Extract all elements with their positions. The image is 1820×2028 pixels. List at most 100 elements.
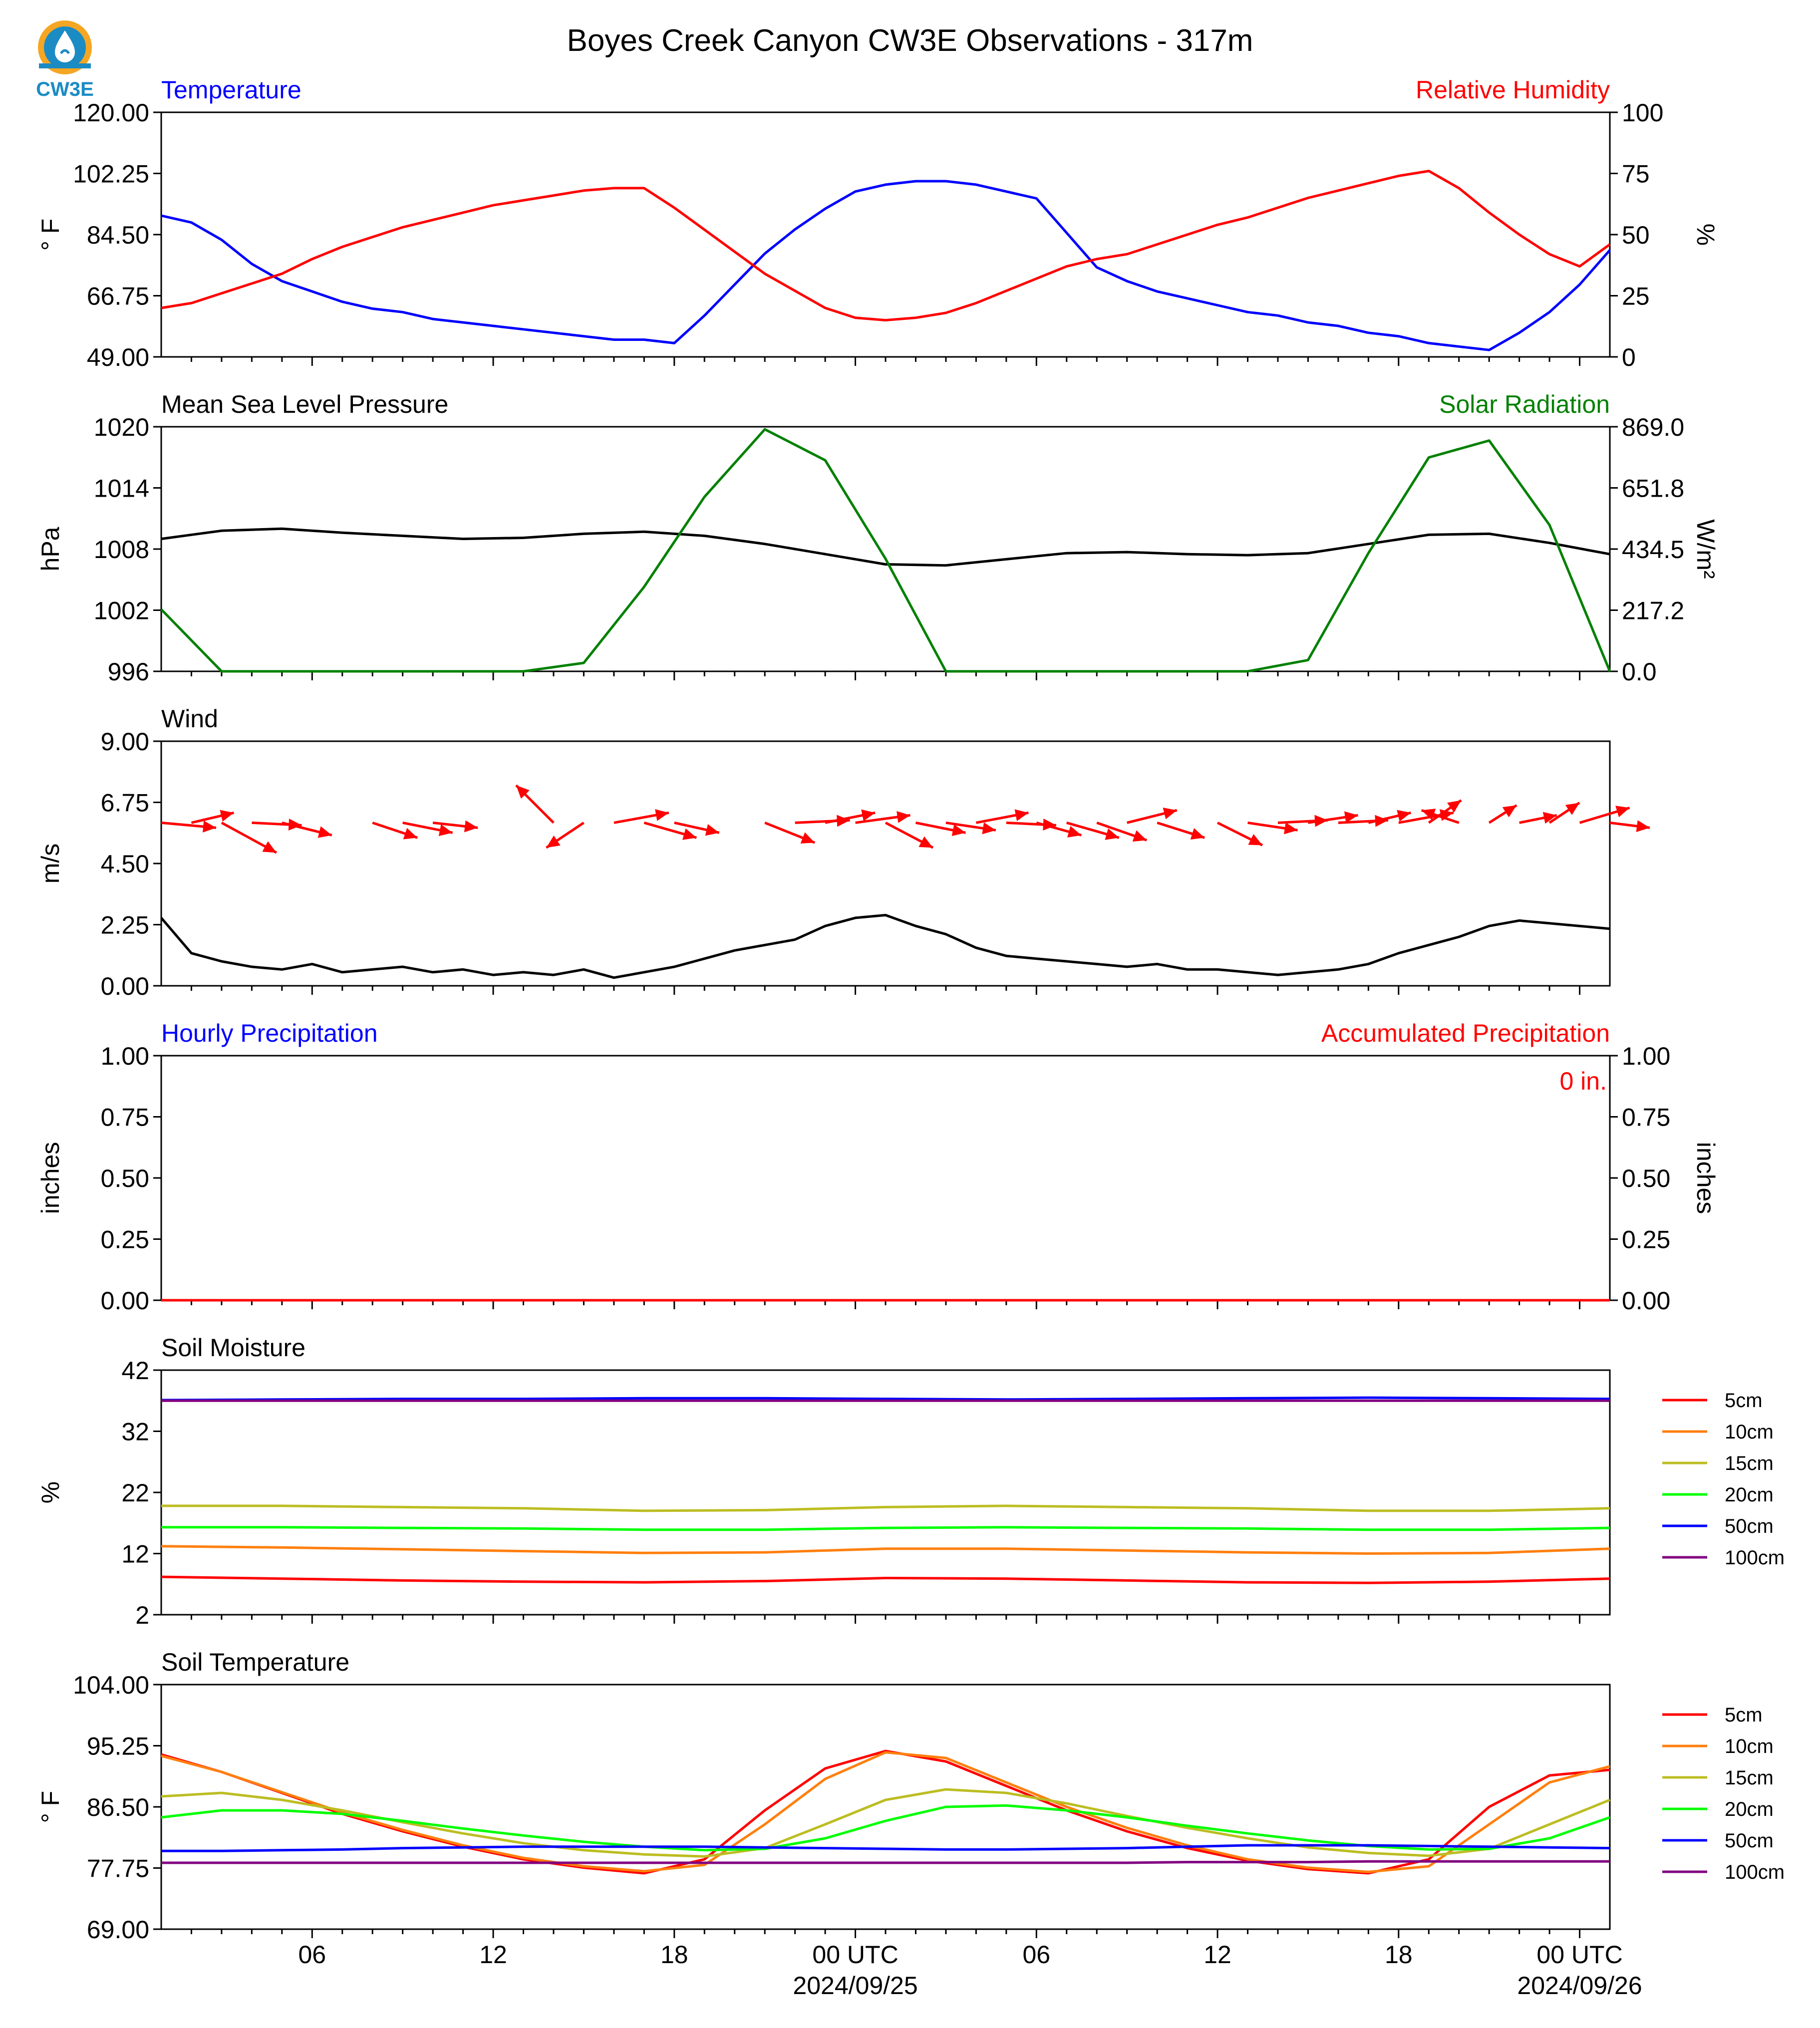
series-line-15cm bbox=[161, 1504, 1610, 1512]
wind-vector-arrow bbox=[975, 809, 1029, 824]
wind-vector-arrow bbox=[915, 821, 966, 837]
series-line-relative-humidity bbox=[161, 170, 1611, 321]
wind-vector-arrow bbox=[885, 822, 934, 849]
time-tick-label: 18 bbox=[660, 1941, 688, 1969]
panel-soil_moisture: 2 12 22 32 42% Soil Moisture 5cm 10cm 15cm 20cm 50… bbox=[36, 1334, 1785, 1629]
legend-label: 50cm bbox=[1725, 1515, 1774, 1537]
wind-vector-arrow bbox=[764, 822, 816, 844]
y-tick-label: 9.00 bbox=[101, 728, 149, 756]
wind-vector-arrow bbox=[161, 821, 217, 833]
wind-vector-arrow bbox=[674, 821, 720, 836]
wind-vector-head bbox=[262, 841, 277, 853]
panel-soil_temperature: 69.00 77.75 86.50 95.25 104.00 ° F Soil Temper… bbox=[36, 1648, 1785, 1944]
wind-vector-arrow bbox=[372, 821, 418, 840]
wind-vector-arrow bbox=[855, 811, 910, 824]
y-right-axis-label: inches bbox=[1692, 1142, 1720, 1214]
time-tick-label: 12 bbox=[1204, 1941, 1231, 1969]
wind-vector-head bbox=[1421, 809, 1436, 820]
time-tick-label: 18 bbox=[1385, 1941, 1413, 1969]
wind-vector-head bbox=[1447, 800, 1462, 813]
series-line-mean-sea-level-pressure bbox=[161, 527, 1610, 567]
y-tick-label: 95.25 bbox=[87, 1733, 149, 1760]
series-line-15cm bbox=[161, 1788, 1610, 1858]
panel-right-title: Relative Humidity bbox=[1416, 76, 1610, 104]
date-label: 2024/09/26 bbox=[1517, 1972, 1642, 2000]
wind-vector-head bbox=[982, 822, 996, 835]
wind-vector-arrow bbox=[613, 809, 669, 824]
panel-right-title: Solar Radiation bbox=[1439, 390, 1610, 418]
wind-vector-head bbox=[1636, 820, 1650, 833]
wind-vector-head bbox=[403, 828, 418, 840]
wind-vector-arrow bbox=[1247, 821, 1298, 835]
wind-vector-head bbox=[1565, 803, 1580, 815]
y-tick-label: 996 bbox=[108, 658, 149, 686]
y-tick-label: 22 bbox=[121, 1479, 149, 1507]
y-right-tick-label: 869.0 bbox=[1622, 413, 1684, 441]
wind-vector-head bbox=[1105, 828, 1119, 840]
legend-label: 50cm bbox=[1725, 1830, 1774, 1852]
y-axis-label: hPa bbox=[36, 527, 64, 571]
legend-label: 15cm bbox=[1725, 1767, 1774, 1789]
legend-label: 20cm bbox=[1725, 1798, 1774, 1820]
series-line-5cm bbox=[161, 1749, 1610, 1875]
wind-vector-head bbox=[1502, 805, 1517, 818]
panel-temperature_rh: 49.00 66.75 84.50 102.25 120.00 0 25 50 75 100 ° F… bbox=[36, 76, 1720, 371]
wind-vector-head bbox=[288, 819, 302, 831]
wind-vector-arrow bbox=[1428, 799, 1462, 824]
y-tick-label: 69.00 bbox=[87, 1916, 149, 1944]
wind-vector-arrow bbox=[1036, 821, 1082, 838]
y-tick-label: 1020 bbox=[94, 413, 149, 441]
y-tick-label: 49.00 bbox=[87, 343, 149, 371]
y-right-tick-label: 50 bbox=[1622, 221, 1650, 249]
y-tick-label: 104.00 bbox=[73, 1671, 149, 1699]
wind-vector-head bbox=[682, 828, 697, 840]
wind-vector-arrow bbox=[1066, 821, 1120, 840]
panel-left-title: Mean Sea Level Pressure bbox=[161, 390, 448, 418]
panel-frame bbox=[160, 1684, 1611, 1930]
y-right-tick-label: 434.5 bbox=[1622, 536, 1684, 564]
y-right-tick-label: 0 bbox=[1622, 343, 1636, 371]
wind-vector-head bbox=[655, 809, 669, 821]
y-axis-label: m/s bbox=[36, 844, 64, 884]
y-right-tick-label: 0.50 bbox=[1622, 1164, 1670, 1192]
wind-vector-head bbox=[1248, 834, 1263, 846]
y-right-tick-label: 0.0 bbox=[1622, 658, 1657, 686]
wind-vector-arrow bbox=[1421, 809, 1460, 824]
y-right-tick-label: 1.00 bbox=[1622, 1042, 1670, 1070]
panel-precipitation: 0.00 0.25 0.50 0.75 1.00 0.00 0.25 0.50 0.75 1.00… bbox=[36, 1019, 1720, 1315]
panel-frame bbox=[160, 426, 1611, 672]
wind-vector-arrow bbox=[432, 820, 478, 833]
cw3e-logo-text: CW3E bbox=[36, 78, 94, 100]
y-tick-label: 1008 bbox=[94, 536, 149, 564]
y-tick-label: 42 bbox=[121, 1357, 149, 1385]
legend-label: 100cm bbox=[1725, 1861, 1785, 1883]
date-label: 2024/09/25 bbox=[793, 1972, 917, 2000]
series-line-20cm bbox=[161, 1804, 1610, 1852]
wind-vector-head bbox=[861, 809, 876, 822]
y-tick-label: 66.75 bbox=[87, 283, 149, 310]
y-axis-label: inches bbox=[36, 1142, 64, 1214]
wind-vector-head bbox=[438, 824, 453, 837]
panel-left-title: Wind bbox=[161, 705, 218, 733]
time-tick-label: 06 bbox=[1022, 1941, 1050, 1969]
y-tick-label: 120.00 bbox=[73, 99, 149, 127]
wind-vector-head bbox=[837, 815, 850, 827]
wind-vector-head bbox=[1014, 809, 1029, 821]
y-tick-label: 86.50 bbox=[87, 1793, 149, 1821]
wind-vector-arrow bbox=[1006, 819, 1056, 831]
panel-left-title: Temperature bbox=[161, 76, 302, 104]
series-line-50cm bbox=[161, 1396, 1610, 1402]
time-tick-label: 12 bbox=[479, 1941, 507, 1969]
wind-vector-head bbox=[951, 824, 966, 837]
y-tick-label: 6.75 bbox=[101, 789, 149, 817]
y-axis-label: % bbox=[36, 1481, 64, 1503]
y-right-tick-label: 651.8 bbox=[1622, 475, 1684, 503]
wind-vector-head bbox=[1284, 822, 1298, 835]
y-tick-label: 77.75 bbox=[87, 1855, 149, 1883]
y-right-tick-label: 0.25 bbox=[1622, 1226, 1670, 1254]
wind-vector-arrow bbox=[825, 809, 876, 824]
wind-vector-arrow bbox=[1157, 821, 1205, 840]
panel-wind: 0.00 2.25 4.50 6.75 9.00 m/s Wind bbox=[36, 705, 1650, 1000]
y-right-axis-label: W/m² bbox=[1692, 519, 1720, 579]
